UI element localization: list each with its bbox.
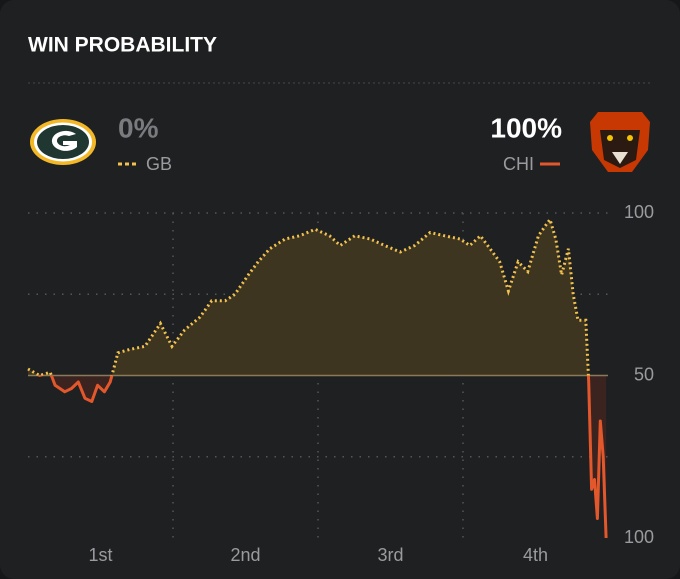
chi-logo (590, 112, 650, 172)
gb-logo (30, 119, 96, 165)
chi-probability: 100% (490, 112, 562, 143)
y-tick-label: 100 (624, 527, 654, 547)
chart-title: WIN PROBABILITY (28, 34, 217, 57)
gb-probability: 0% (118, 112, 159, 143)
y-tick-label: 100 (624, 202, 654, 222)
x-tick-label: 3rd (377, 545, 403, 565)
x-tick-label: 1st (88, 545, 112, 565)
legend-label: CHI (503, 154, 534, 174)
legend-label: GB (146, 154, 172, 174)
y-tick-label: 50 (634, 364, 654, 384)
area-gb (28, 219, 607, 376)
x-tick-label: 4th (523, 545, 548, 565)
x-tick-label: 2nd (230, 545, 260, 565)
line-gb (27, 216, 590, 376)
area-chi (28, 375, 607, 538)
line-chi (36, 375, 608, 539)
